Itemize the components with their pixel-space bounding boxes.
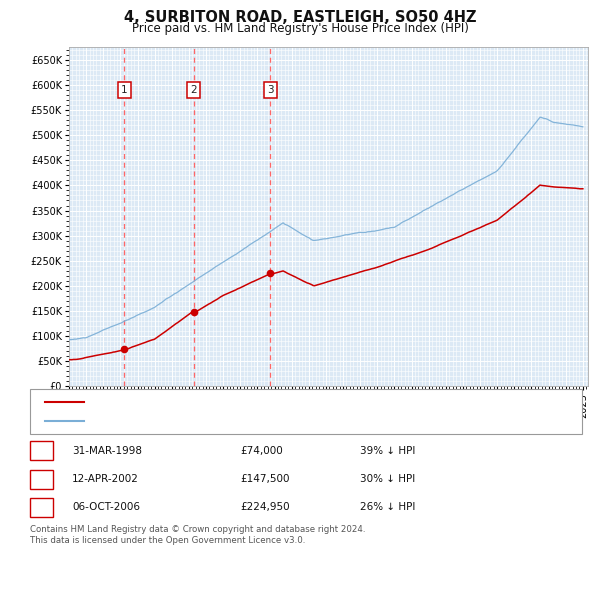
Text: £224,950: £224,950 [240,503,290,512]
Text: £147,500: £147,500 [240,474,290,484]
Text: 1: 1 [121,85,128,95]
Text: 3: 3 [38,503,45,512]
Text: Price paid vs. HM Land Registry's House Price Index (HPI): Price paid vs. HM Land Registry's House … [131,22,469,35]
Text: 39% ↓ HPI: 39% ↓ HPI [360,446,415,455]
Text: 1: 1 [38,446,45,455]
Text: 06-OCT-2006: 06-OCT-2006 [72,503,140,512]
Text: HPI: Average price, detached house, Eastleigh: HPI: Average price, detached house, East… [91,417,332,426]
Text: 31-MAR-1998: 31-MAR-1998 [72,446,142,455]
Text: 12-APR-2002: 12-APR-2002 [72,474,139,484]
Text: 30% ↓ HPI: 30% ↓ HPI [360,474,415,484]
Text: 2: 2 [190,85,197,95]
Text: 26% ↓ HPI: 26% ↓ HPI [360,503,415,512]
Text: 2: 2 [38,474,45,484]
Text: 4, SURBITON ROAD, EASTLEIGH, SO50 4HZ: 4, SURBITON ROAD, EASTLEIGH, SO50 4HZ [124,10,476,25]
Text: 3: 3 [267,85,274,95]
Text: £74,000: £74,000 [240,446,283,455]
Text: Contains HM Land Registry data © Crown copyright and database right 2024.
This d: Contains HM Land Registry data © Crown c… [30,525,365,545]
Text: 4, SURBITON ROAD, EASTLEIGH, SO50 4HZ (detached house): 4, SURBITON ROAD, EASTLEIGH, SO50 4HZ (d… [91,397,410,407]
